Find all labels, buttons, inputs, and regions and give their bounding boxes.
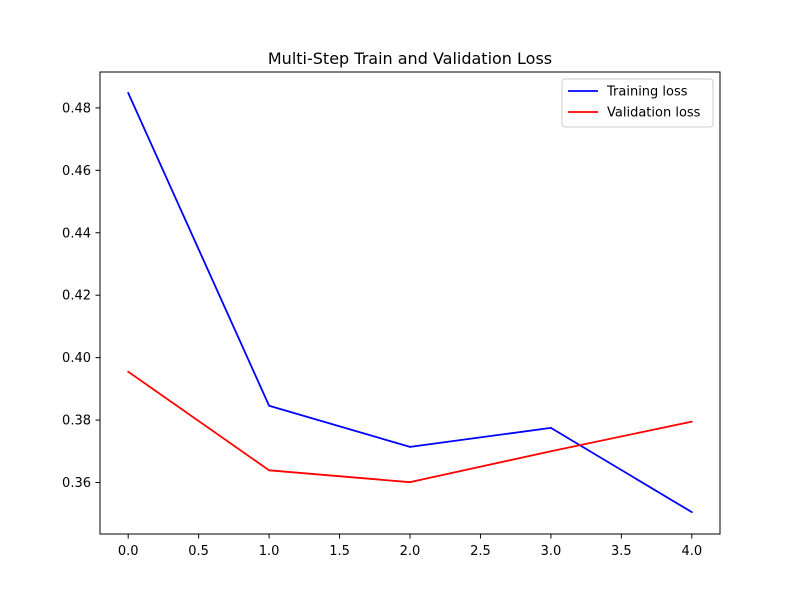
y-tick-label: 0.36 bbox=[62, 476, 91, 491]
y-tick-label: 0.44 bbox=[62, 226, 91, 241]
data-point-series-2 bbox=[127, 370, 130, 373]
legend-label-2: Validation loss bbox=[607, 106, 701, 121]
y-tick-label: 0.48 bbox=[62, 101, 91, 116]
axes-frame bbox=[99, 71, 721, 535]
x-tick-label: 2.5 bbox=[470, 544, 491, 559]
plot-area: 0.0 0.5 1.0 1.5 2.0 2.5 3.0 3.5 4.0 0.36 0.38 0.40 0… bbox=[62, 71, 721, 559]
x-tick-label: 3.5 bbox=[611, 544, 632, 559]
data-point-series-2 bbox=[550, 450, 552, 453]
data-point-series-1 bbox=[550, 426, 552, 429]
data-point-series-2 bbox=[409, 481, 411, 484]
legend-box bbox=[561, 78, 714, 128]
data-point-series-2 bbox=[690, 420, 693, 423]
data-point-series-2 bbox=[268, 469, 270, 472]
y-tick-label: 0.38 bbox=[62, 414, 91, 429]
data-point-series-1 bbox=[127, 92, 130, 94]
y-tick-label: 0.40 bbox=[62, 351, 91, 366]
x-tick-label: 3.0 bbox=[541, 544, 562, 559]
legend-label-1: Training loss bbox=[606, 85, 688, 100]
legend: Training loss Validation loss bbox=[561, 78, 714, 128]
x-tick-label: 0.5 bbox=[188, 544, 209, 559]
x-tick-label: 1.5 bbox=[329, 544, 350, 559]
y-tick-label: 0.42 bbox=[62, 289, 91, 304]
data-point-series-1 bbox=[268, 404, 270, 407]
x-tick-label: 2.0 bbox=[400, 544, 421, 559]
chart-title: Multi-Step Train and Validation Loss bbox=[268, 49, 552, 68]
x-tick-label: 0.0 bbox=[118, 544, 139, 559]
x-tick-label: 4.0 bbox=[681, 544, 702, 559]
y-tick-label: 0.46 bbox=[62, 164, 91, 179]
x-tick-label: 1.0 bbox=[259, 544, 280, 559]
data-point-series-1 bbox=[690, 511, 693, 514]
data-point-series-1 bbox=[409, 446, 411, 448]
